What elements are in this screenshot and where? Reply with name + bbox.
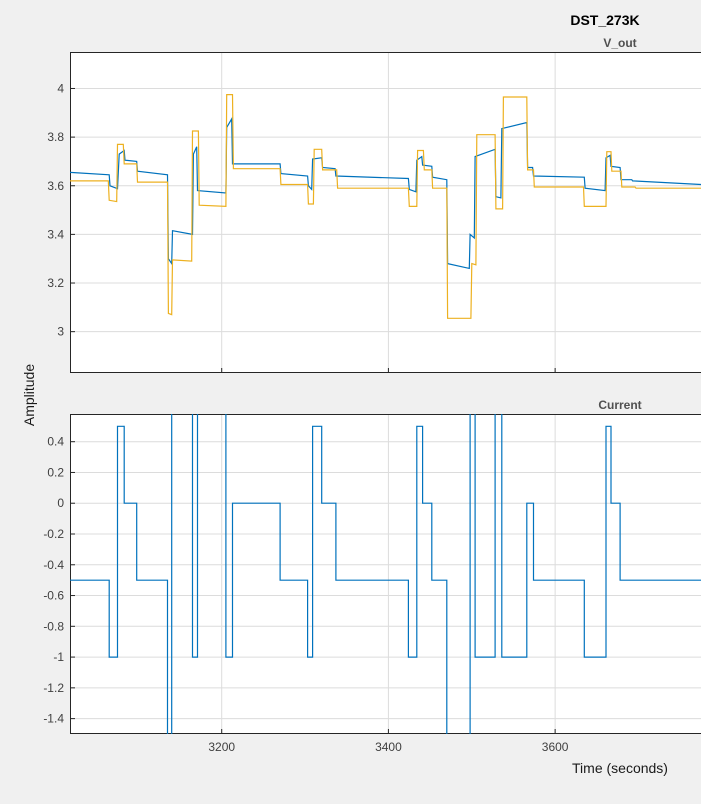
y-tick-label: -0.8 [43,619,64,633]
x-tick-label: 3600 [542,740,569,754]
y-tick-label: 0.2 [47,465,64,479]
y-tick-label: 3.4 [47,227,64,241]
current-subplot-title: Current [598,398,641,412]
current-series-line-0 [70,414,701,734]
vout-plot-area [70,52,701,373]
y-tick-label: 3.6 [47,179,64,193]
y-tick-label: -0.2 [43,527,64,541]
y-tick-label: -1.2 [43,681,64,695]
y-tick-label: 3 [57,325,64,339]
y-tick-label: 3.8 [47,130,64,144]
y-tick-label: 0.4 [47,435,64,449]
y-tick-label: 4 [57,81,64,95]
x-tick-label: 3200 [208,740,235,754]
x-axis-label: Time (seconds) [572,760,668,776]
current-panel: 0.4 0.2 0 -0.2 -0.4 -0.6 -0.8 -1 -1.2 -1.4 3200 340… [43,398,701,754]
vout-series-line-1 [70,93,701,319]
y-axis-label: Amplitude [21,364,37,426]
current-axes-frame [70,414,701,734]
x-tick-label: 3400 [375,740,402,754]
y-tick-label: -1 [53,650,64,664]
vout-panel: 3 3.2 3.4 3.6 3.8 4 V_out [47,36,701,373]
y-tick-label: 0 [57,496,64,510]
figure-title: DST_273K [570,12,639,28]
vout-axes-frame [70,52,701,373]
current-plot-area [70,414,701,734]
y-tick-label: -0.6 [43,589,64,603]
y-tick-label: -0.4 [43,558,64,572]
vout-subplot-title: V_out [603,36,636,50]
vout-series-line-0 [70,116,701,270]
y-tick-label: 3.2 [47,276,64,290]
y-tick-label: -1.4 [43,712,64,726]
